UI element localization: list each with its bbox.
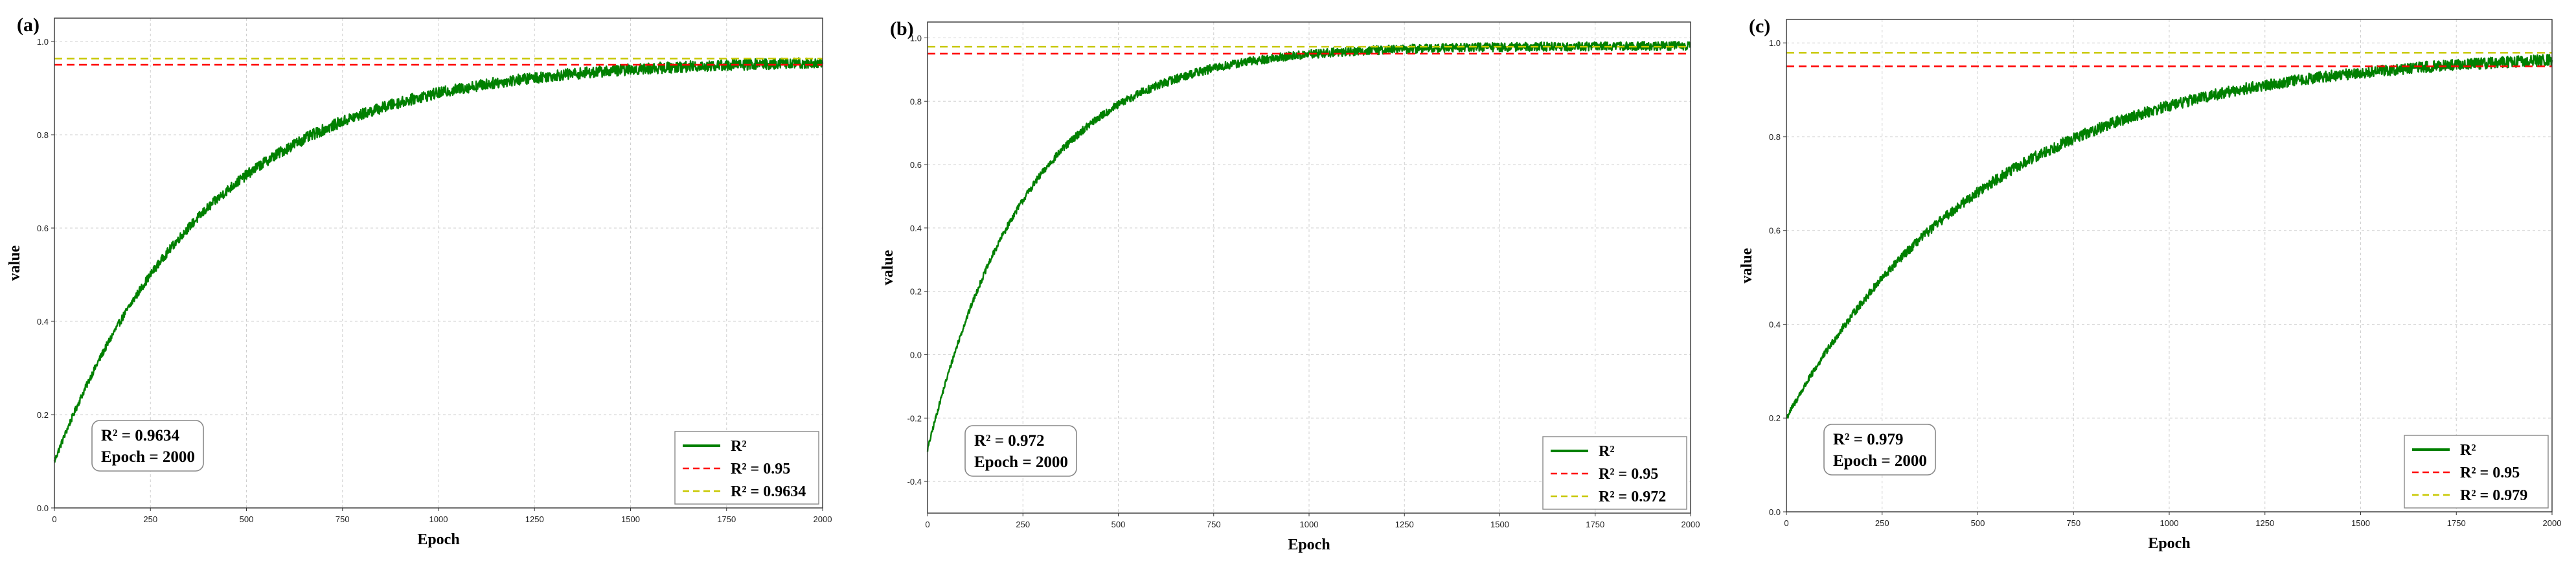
x-tick-label: 0: [925, 520, 929, 529]
legend-entry: R² = 0.95: [731, 461, 790, 477]
x-tick-label: 1750: [2447, 518, 2466, 528]
y-tick-label: 0.2: [37, 410, 49, 420]
y-tick-label: 0.2: [1769, 413, 1781, 423]
x-tick-label: 750: [1207, 520, 1221, 529]
y-tick-label: 0.8: [37, 130, 49, 140]
plot-frame: [927, 21, 1691, 514]
annotation-text: R² = 0.979: [1833, 431, 1904, 448]
y-tick-label: 1.0: [910, 33, 922, 43]
x-tick-label: 1250: [1395, 520, 1414, 529]
y-tick-label: 0.0: [1769, 507, 1781, 517]
plot-frame: [54, 17, 823, 509]
y-tick-label: 1.0: [37, 37, 49, 47]
annotation-text: R² = 0.9634: [101, 427, 180, 444]
x-tick-label: 2000: [1681, 520, 1700, 529]
x-tick-label: 500: [1971, 518, 1985, 528]
annotation-text: Epoch = 2000: [974, 454, 1068, 471]
x-tick-label: 1000: [1300, 520, 1319, 529]
x-tick-label: 1500: [2351, 518, 2370, 528]
x-tick-label: 250: [1016, 520, 1030, 529]
y-tick-label: 0.4: [910, 224, 922, 233]
y-tick-label: 0.8: [910, 97, 922, 106]
annotation-text: R² = 0.972: [974, 432, 1045, 450]
legend-entry: R² = 0.95: [2460, 465, 2520, 481]
x-tick-label: 750: [336, 514, 350, 524]
chart-panel: 0 250 500 750 1000 1250 1500 1750 2000 -0.4 -0.2 0.…: [880, 18, 1700, 553]
annotation-text: Epoch = 2000: [1833, 452, 1927, 470]
chart-panel: 0 250 500 750 1000 1250 1500 1750 2000 0.0 0.2 0.4 0…: [6, 14, 832, 548]
x-tick-label: 250: [1875, 518, 1889, 528]
x-tick-label: 250: [143, 514, 157, 524]
legend-entry: R² = 0.979: [2460, 487, 2527, 504]
y-tick-label: 1.0: [1769, 38, 1781, 48]
y-axis-label: value: [880, 249, 896, 285]
plot-frame: [1786, 19, 2553, 512]
r2-series-line: [53, 57, 824, 463]
y-tick-label: 0.6: [910, 160, 922, 170]
x-tick-label: 750: [2066, 518, 2080, 528]
chart-panel: 0 250 500 750 1000 1250 1500 1750 2000 0.0 0.2 0.4 0…: [1738, 16, 2562, 552]
x-tick-label: 1500: [621, 514, 640, 524]
x-axis-label: Epoch: [417, 531, 459, 548]
x-tick-label: 1250: [2255, 518, 2274, 528]
x-axis-label: Epoch: [1288, 536, 1330, 553]
r2-series-line: [926, 40, 1691, 452]
x-axis-label: Epoch: [2148, 535, 2190, 552]
y-tick-label: 0.6: [1769, 226, 1781, 236]
x-tick-label: 0: [1784, 518, 1788, 528]
x-tick-label: 2000: [814, 514, 832, 524]
y-axis-label: value: [1738, 247, 1755, 283]
y-tick-label: 0.0: [910, 350, 922, 360]
legend-entry: R²: [731, 438, 747, 455]
x-tick-label: 1000: [2160, 518, 2179, 528]
y-tick-label: 0.0: [37, 503, 49, 513]
y-tick-label: 0.6: [37, 224, 49, 233]
x-tick-label: 1500: [1490, 520, 1509, 529]
x-tick-label: 1750: [717, 514, 736, 524]
legend-entry: R² = 0.9634: [731, 483, 806, 500]
x-tick-label: 0: [52, 514, 56, 524]
x-tick-label: 1000: [429, 514, 448, 524]
y-tick-label: 0.4: [1769, 319, 1781, 329]
legend-entry: R² = 0.95: [1599, 466, 1658, 483]
legend-entry: R²: [2460, 442, 2476, 459]
panel-label: (a): [17, 14, 40, 36]
annotation-box: [1823, 424, 1936, 476]
legend-entry: R² = 0.972: [1599, 488, 1666, 505]
y-tick-label: -0.2: [907, 413, 922, 423]
y-tick-label: 0.2: [910, 287, 922, 297]
annotation-box: [91, 420, 204, 472]
y-tick-label: 0.4: [37, 317, 49, 327]
y-tick-label: -0.4: [907, 477, 922, 487]
panel-label: (b): [890, 18, 914, 40]
x-tick-label: 2000: [2543, 518, 2562, 528]
r2-series-line: [1786, 54, 2553, 419]
panel-label: (c): [1749, 16, 1770, 37]
x-tick-label: 500: [1111, 520, 1126, 529]
annotation-text: Epoch = 2000: [101, 448, 195, 466]
y-tick-label: 0.8: [1769, 132, 1781, 142]
x-tick-label: 1750: [1586, 520, 1604, 529]
legend-entry: R²: [1599, 443, 1615, 460]
x-tick-label: 500: [240, 514, 254, 524]
y-axis-label: value: [6, 245, 23, 281]
x-tick-label: 1250: [525, 514, 544, 524]
annotation-box: [964, 425, 1077, 477]
